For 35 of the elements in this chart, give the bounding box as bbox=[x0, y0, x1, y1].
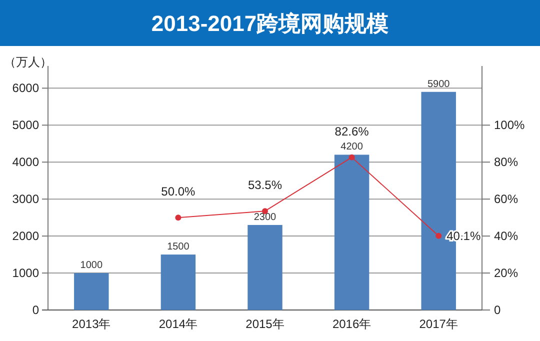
data-label: 5900 bbox=[427, 78, 450, 90]
y-tick-label: 1000 bbox=[12, 266, 40, 280]
y2-tick-label: 40% bbox=[494, 229, 518, 244]
x-tick-label: 2015年 bbox=[246, 317, 284, 331]
point bbox=[348, 154, 355, 160]
data-label: 50.0% bbox=[161, 184, 196, 199]
y2-tick-label: 100% bbox=[494, 118, 526, 132]
y-tick-label: 4000 bbox=[12, 155, 40, 170]
y-tick-label: 5000 bbox=[12, 118, 40, 132]
bar bbox=[74, 273, 109, 310]
point bbox=[175, 214, 182, 221]
data-label: 1000 bbox=[80, 260, 103, 272]
x-tick-label: 2014年 bbox=[158, 317, 198, 331]
y2-tick-label: 0 bbox=[494, 303, 501, 317]
chart-title: 2013-2017跨境网购规模 bbox=[151, 11, 389, 36]
y-axis-title: （万人） bbox=[4, 55, 52, 69]
x-tick-label: 2017年 bbox=[419, 317, 458, 331]
bar bbox=[248, 224, 282, 310]
x-tick-label: 2016年 bbox=[332, 317, 372, 331]
y-tick-label: 3000 bbox=[12, 192, 40, 206]
y2-tick-label: 80% bbox=[494, 155, 518, 170]
data-label: 2300 bbox=[254, 212, 277, 223]
y-tick-label: 6000 bbox=[12, 81, 40, 96]
data-label: 53.5% bbox=[248, 178, 282, 192]
x-tick-label: 2013年 bbox=[72, 317, 111, 331]
data-label: 4200 bbox=[340, 142, 364, 153]
y2-tick-label: 20% bbox=[494, 266, 518, 280]
data-label: 82.6% bbox=[334, 124, 370, 138]
y-tick-label: 2000 bbox=[12, 229, 40, 244]
point bbox=[436, 232, 442, 239]
bar bbox=[334, 154, 370, 310]
data-label: 1500 bbox=[167, 242, 190, 253]
y-tick-label: 0 bbox=[32, 303, 40, 317]
y2-tick-label: 60% bbox=[494, 192, 518, 206]
bar bbox=[160, 254, 196, 310]
